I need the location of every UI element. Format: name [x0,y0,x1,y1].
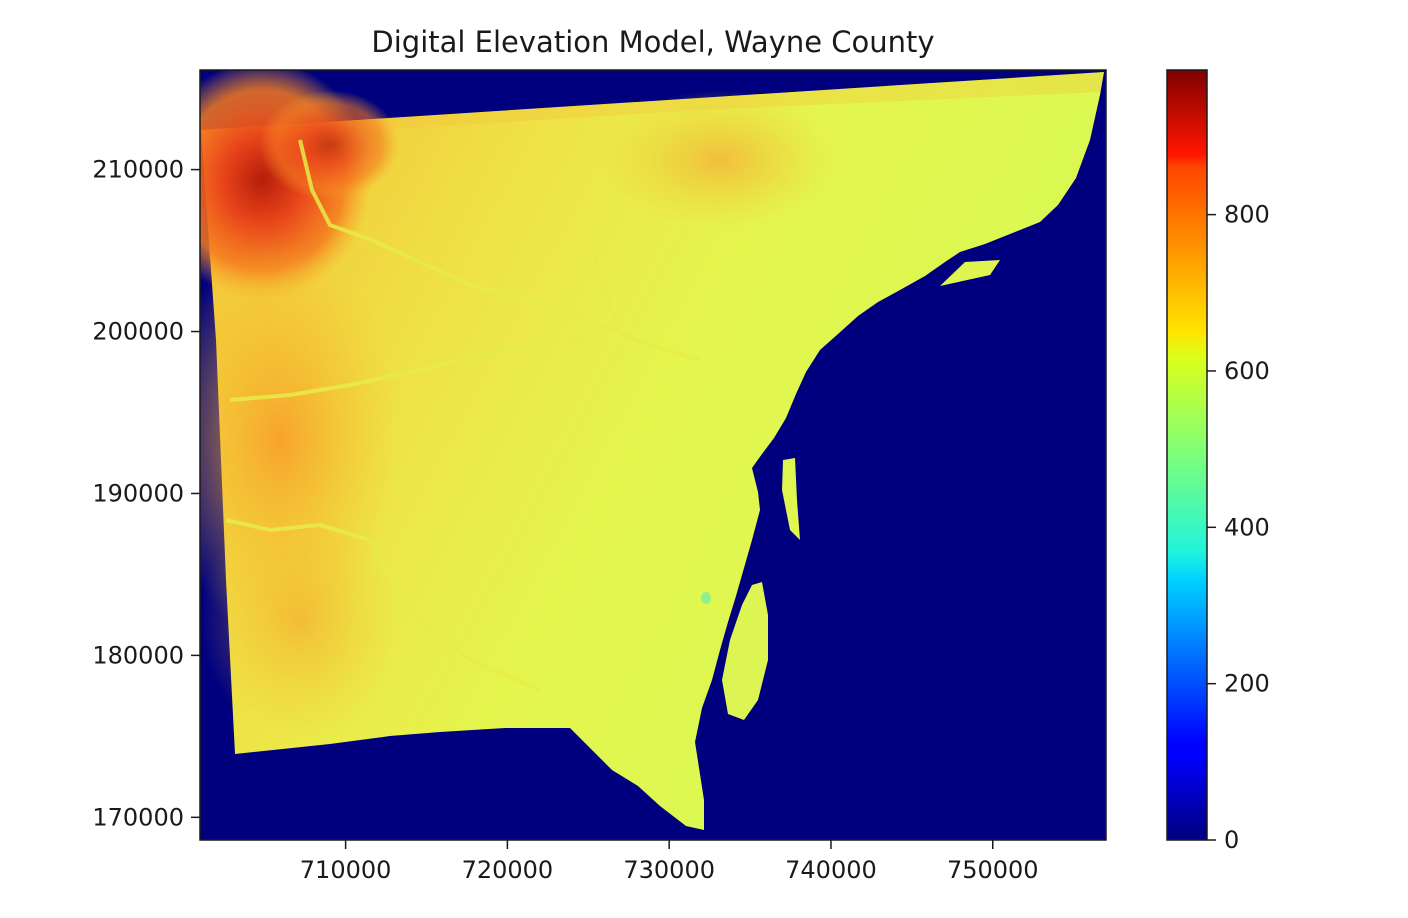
y-axis: 170000 180000 190000 200000 210000 [92,156,200,831]
x-tick-label: 710000 [300,856,392,884]
plot-frame [199,69,1107,841]
colorbar-tick-label: 600 [1224,357,1270,385]
colorbar [1166,69,1208,841]
colorbar-tick-label: 200 [1224,670,1270,698]
x-tick-label: 740000 [785,856,877,884]
chart-title: Digital Elevation Model, Wayne County [371,25,934,59]
river-channel [229,338,591,402]
island [940,260,1000,286]
x-tick-label: 750000 [947,856,1039,884]
colorbar-tick-label: 400 [1224,513,1270,541]
river-channel [225,518,541,692]
elevation-raster [200,70,1104,830]
river-channel [298,139,701,362]
colorbar-axis: 0 200 400 600 800 [1207,201,1270,854]
highland-region [260,90,400,200]
island [782,458,800,540]
y-tick-label: 210000 [92,156,184,184]
x-axis: 710000 720000 730000 740000 750000 [300,840,1039,884]
y-tick-label: 170000 [92,803,184,831]
colorbar-tick-label: 0 [1224,826,1239,854]
river-channel [588,229,617,321]
river-channels [225,139,701,692]
x-tick-label: 720000 [462,856,554,884]
upland-region [600,90,840,230]
land-surface [201,72,1104,830]
colorbar-tick-label: 800 [1224,201,1270,229]
x-tick-label: 730000 [623,856,715,884]
y-tick-label: 190000 [92,479,184,507]
y-tick-label: 180000 [92,641,184,669]
lake [701,592,711,604]
island [722,582,768,720]
y-tick-label: 200000 [92,318,184,346]
upland-region [200,500,400,740]
